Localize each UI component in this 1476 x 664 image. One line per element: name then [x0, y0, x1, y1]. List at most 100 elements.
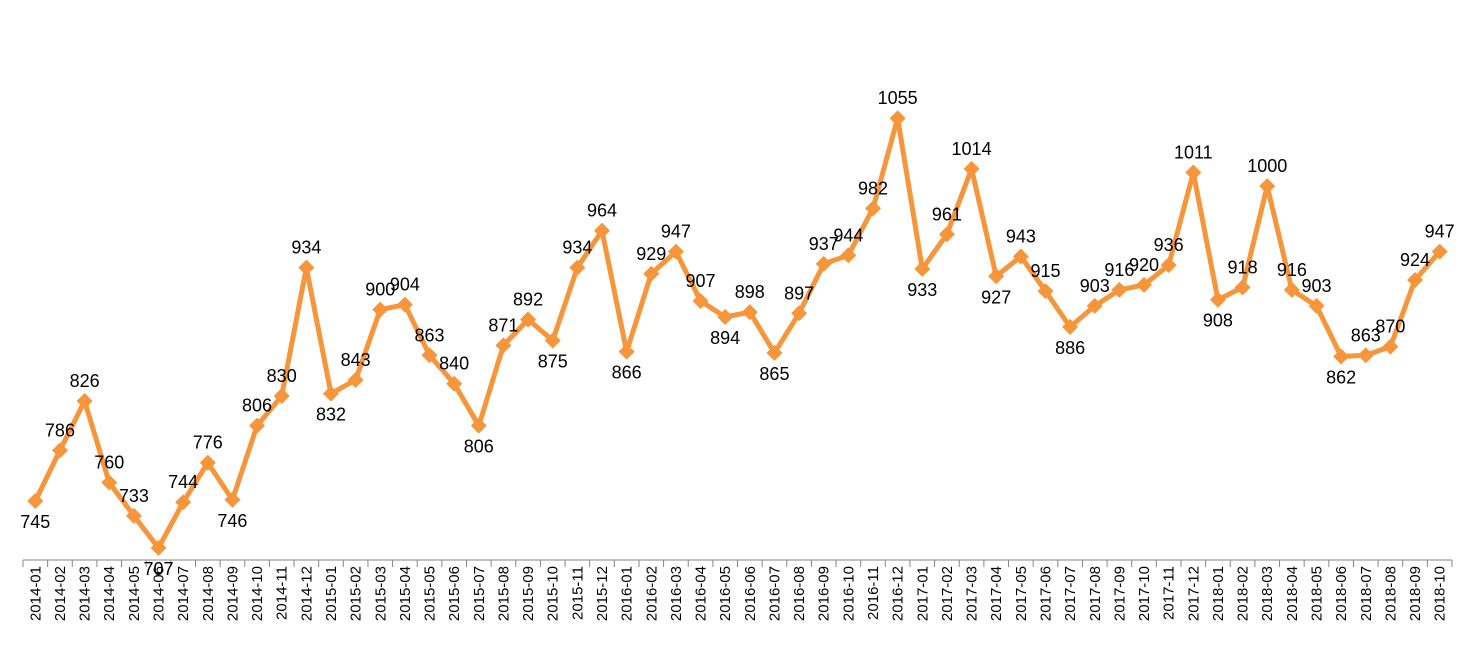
data-label: 934: [562, 238, 592, 258]
data-label: 866: [612, 363, 642, 383]
x-tick-label: 2017-01: [914, 566, 931, 621]
x-tick-label: 2015-04: [397, 566, 414, 621]
x-tick-label: 2015-06: [446, 566, 463, 621]
data-label: 830: [267, 366, 297, 386]
data-label: 897: [784, 283, 814, 303]
data-point-marker: [938, 226, 955, 243]
data-label: 733: [119, 486, 149, 506]
data-point-marker: [446, 375, 463, 392]
data-label: 776: [193, 433, 223, 453]
data-label: 943: [1006, 227, 1036, 247]
data-point-marker: [372, 301, 389, 318]
data-label: 862: [1326, 368, 1356, 388]
data-point-marker: [322, 385, 339, 402]
x-tick-label: 2018-06: [1333, 566, 1350, 621]
x-tick-label: 2014-10: [249, 566, 266, 621]
data-label: 903: [1301, 276, 1331, 296]
x-tick-label: 2015-07: [471, 566, 488, 621]
data-point-marker: [988, 268, 1005, 285]
data-label: 863: [1351, 325, 1381, 345]
data-label: 961: [932, 204, 962, 224]
data-point-marker: [593, 222, 610, 239]
data-point-marker: [101, 474, 118, 491]
data-point-marker: [1407, 271, 1424, 288]
data-label: 915: [1030, 261, 1060, 281]
data-point-marker: [199, 454, 216, 471]
data-point-marker: [1431, 243, 1448, 260]
series-line: [32, 115, 1443, 551]
data-label: 865: [759, 364, 789, 384]
data-point-marker: [692, 292, 709, 309]
x-tick-label: 2017-02: [939, 566, 956, 621]
data-label: 843: [341, 350, 371, 370]
data-point-marker: [76, 392, 93, 409]
x-tick-label: 2017-06: [1037, 566, 1054, 621]
data-label: 924: [1400, 250, 1430, 270]
x-tick-label: 2015-11: [569, 566, 586, 620]
x-tick-label: 2018-01: [1210, 566, 1227, 621]
x-tick-label: 2018-10: [1432, 566, 1449, 621]
x-tick-label: 2015-08: [495, 566, 512, 621]
x-tick-label: 2014-08: [200, 566, 217, 621]
x-tick-label: 2015-03: [372, 566, 389, 621]
data-point-marker: [51, 442, 68, 459]
series-markers: [27, 110, 1448, 556]
x-axis-tick-labels: 2014-01 2014-02 2014-03 2014-04 2014-05 2014-…: [27, 566, 1448, 621]
data-point-marker: [470, 417, 487, 434]
data-label: 870: [1375, 317, 1405, 337]
data-point-marker: [889, 110, 906, 127]
data-label: 918: [1228, 257, 1258, 277]
x-tick-label: 2017-11: [1161, 566, 1178, 620]
data-label: 840: [439, 354, 469, 374]
x-tick-label: 2017-03: [964, 566, 981, 621]
x-tick-label: 2014-02: [52, 566, 69, 621]
data-label: 944: [833, 225, 863, 245]
data-label: 745: [20, 512, 50, 532]
data-point-marker: [1308, 297, 1325, 314]
data-label: 863: [415, 325, 445, 345]
x-tick-label: 2018-07: [1358, 566, 1375, 621]
data-label: 826: [70, 371, 100, 391]
data-label: 707: [143, 559, 173, 579]
data-label: 892: [513, 289, 543, 309]
data-label: 806: [242, 396, 272, 416]
data-point-marker: [421, 347, 438, 364]
data-label: 916: [1104, 260, 1134, 280]
data-point-marker: [249, 417, 266, 434]
data-point-marker: [963, 160, 980, 177]
data-point-marker: [175, 494, 192, 511]
data-point-marker: [125, 507, 142, 524]
data-label: 920: [1129, 255, 1159, 275]
data-label: 933: [907, 280, 937, 300]
data-point-marker: [1111, 281, 1128, 298]
data-label: 964: [587, 201, 617, 221]
x-tick-label: 2015-10: [545, 566, 562, 621]
data-label: 894: [710, 328, 740, 348]
data-label: 898: [735, 282, 765, 302]
x-tick-label: 2017-12: [1185, 566, 1202, 621]
x-tick-label: 2018-04: [1284, 566, 1301, 621]
data-point-marker: [224, 491, 241, 508]
data-point-marker: [1234, 279, 1251, 296]
data-point-marker: [717, 309, 734, 326]
data-point-marker: [1283, 281, 1300, 298]
data-label: 936: [1154, 235, 1184, 255]
data-point-marker: [840, 247, 857, 264]
data-label: 947: [661, 222, 691, 242]
data-point-marker: [766, 344, 783, 361]
x-tick-label: 2018-02: [1235, 566, 1252, 621]
data-point-marker: [1382, 338, 1399, 355]
data-label: 871: [488, 315, 518, 335]
x-tick-label: 2017-07: [1062, 566, 1079, 621]
x-tick-label: 2016-10: [840, 566, 857, 621]
data-label: 947: [1425, 222, 1455, 242]
data-point-marker: [150, 539, 167, 556]
x-tick-label: 2014-11: [274, 566, 291, 620]
data-point-marker: [1333, 348, 1350, 365]
x-tick-label: 2016-09: [816, 566, 833, 621]
x-tick-label: 2018-05: [1308, 566, 1325, 621]
data-point-marker: [396, 296, 413, 313]
x-tick-label: 2016-02: [643, 566, 660, 621]
data-point-marker: [27, 493, 44, 509]
